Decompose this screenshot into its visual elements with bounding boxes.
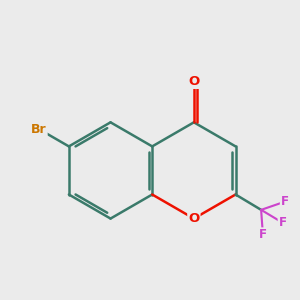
Text: F: F	[281, 195, 289, 208]
Text: F: F	[279, 216, 286, 229]
Text: F: F	[259, 228, 267, 241]
Text: O: O	[188, 212, 200, 225]
Text: O: O	[188, 75, 200, 88]
Text: Br: Br	[31, 123, 47, 136]
